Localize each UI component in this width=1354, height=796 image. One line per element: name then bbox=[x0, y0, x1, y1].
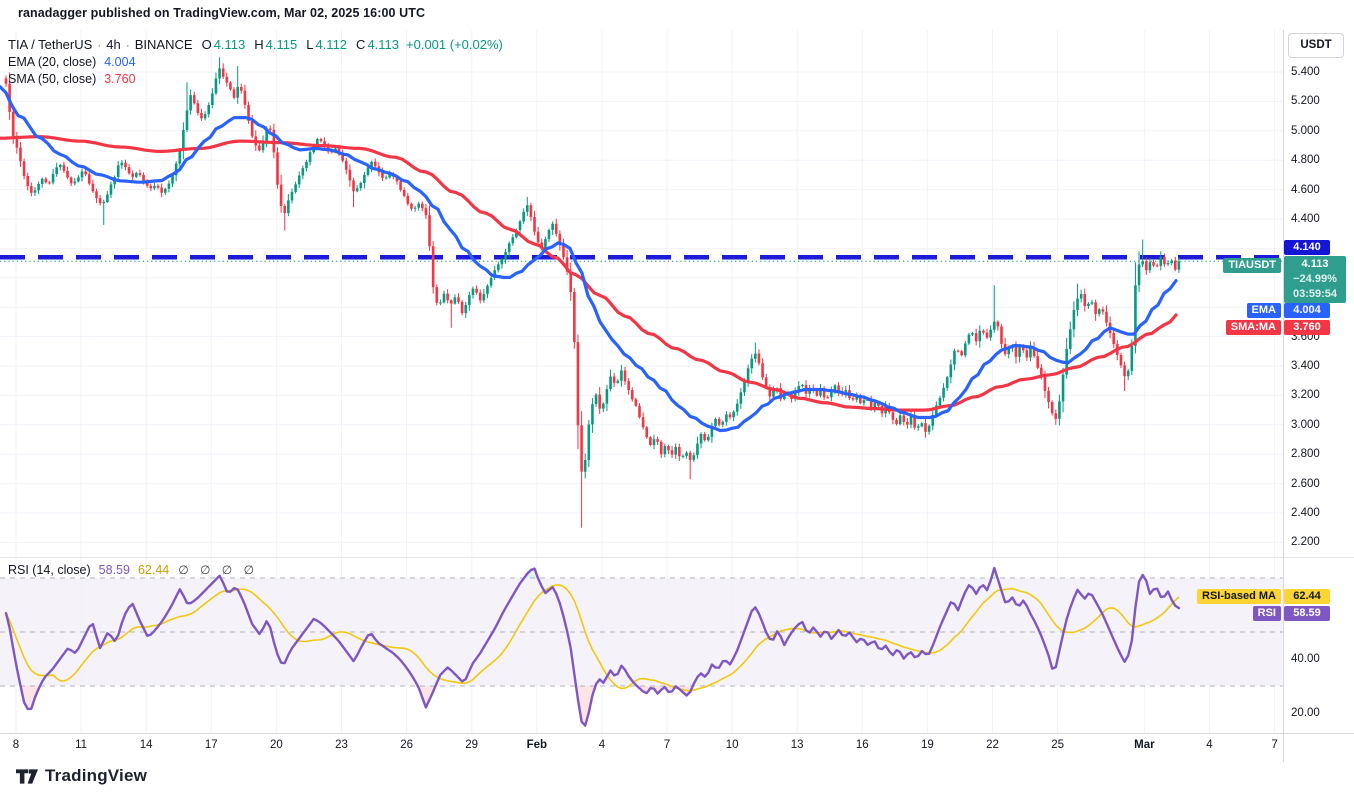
rsi-ma-value-badge: 62.44 bbox=[1284, 589, 1330, 604]
tradingview-mark-icon bbox=[16, 768, 38, 784]
price-tick-label: 4.800 bbox=[1291, 154, 1320, 167]
time-tick-label: 23 bbox=[335, 739, 348, 751]
price-tick-label: 2.400 bbox=[1291, 507, 1320, 519]
change-value: +0.001 (+0.02%) bbox=[406, 37, 503, 52]
time-tick-label: Feb bbox=[526, 739, 548, 751]
time-tick-label: 8 bbox=[12, 739, 20, 751]
price-tick-label: 5.200 bbox=[1291, 95, 1320, 108]
price-tick-label: 5.400 bbox=[1291, 66, 1320, 78]
ema-name-badge: EMA bbox=[1246, 303, 1281, 318]
rsi-tick-label: 40.00 bbox=[1291, 653, 1320, 665]
attribution-bar: ranadagger published on TradingView.com,… bbox=[18, 6, 425, 20]
resistance-price-badge: 4.140 bbox=[1284, 240, 1330, 255]
time-axis[interactable]: 8 11 14 17 20 23 26 29 Feb 4 7 10 13 16 19 22 25 Mar 4 7 bbox=[0, 733, 1354, 762]
time-tick-label: 7 bbox=[663, 739, 671, 751]
time-tick-label: 20 bbox=[269, 739, 283, 751]
rsi-line bbox=[4, 566, 1181, 727]
price-tick-label: 3.200 bbox=[1291, 389, 1320, 402]
time-tick-label: 17 bbox=[204, 739, 218, 751]
change-percent-value: −24.99% bbox=[1293, 273, 1337, 285]
price-tick-label: 4.600 bbox=[1291, 183, 1320, 196]
ohlc-low-value: 4.112 bbox=[315, 37, 348, 52]
rsi-legend-value: 58.59 bbox=[98, 563, 130, 577]
price-tick-label: 4.400 bbox=[1291, 213, 1320, 225]
sma-legend-value: 3.760 bbox=[104, 72, 136, 86]
ohlc-close-value: 4.113 bbox=[367, 37, 400, 52]
sma-name-badge: SMA:MA bbox=[1225, 320, 1281, 335]
ema-value-badge: 4.004 bbox=[1284, 303, 1330, 318]
rsi-hidden-plots: ∅ ∅ ∅ ∅ bbox=[178, 563, 259, 577]
rsi-value-badge: 58.59 bbox=[1284, 606, 1330, 621]
rsi-legend-row[interactable]: RSI (14, close) 58.59 62.44 ∅ ∅ ∅ ∅ bbox=[8, 562, 258, 578]
time-tick-label: 29 bbox=[465, 739, 479, 751]
rsi-ma-legend-value: 62.44 bbox=[137, 563, 170, 577]
ohlc-high-key: H bbox=[254, 37, 264, 52]
rsi-name-badge: RSI bbox=[1252, 606, 1281, 621]
tradingview-wordmark: TradingView bbox=[45, 766, 148, 785]
sma-value-badge: 3.760 bbox=[1284, 320, 1330, 335]
time-tick-label: 7 bbox=[1271, 739, 1278, 751]
main-legend: TIA / TetherUS · 4h · BINANCE O 4.113 H 4.115 L 4.… bbox=[8, 36, 503, 87]
price-tick-label: 2.600 bbox=[1291, 477, 1320, 490]
time-tick-label: 4 bbox=[598, 739, 606, 751]
price-tick-label: 5.000 bbox=[1291, 124, 1320, 137]
ohlc-open-key: O bbox=[201, 37, 212, 52]
currency-toggle-button[interactable]: USDT bbox=[1288, 33, 1344, 58]
rsi-legend-name: RSI (14, close) bbox=[8, 563, 91, 577]
interval-label: 4h bbox=[106, 37, 121, 52]
separator-dot: · bbox=[97, 38, 102, 52]
price-axis[interactable]: 5.400 5.200 5.000 4.800 4.600 4.400 3.600 3.400… bbox=[1283, 30, 1354, 733]
time-tick-label: 11 bbox=[75, 739, 88, 751]
time-tick-label: 19 bbox=[920, 739, 934, 751]
rsi-tick-label: 20.00 bbox=[1291, 707, 1320, 719]
ema-legend-value: 4.004 bbox=[104, 55, 136, 69]
time-tick-label: 25 bbox=[1051, 739, 1064, 751]
price-tick-label: 3.000 bbox=[1291, 418, 1320, 431]
last-price-badge: 4.113 −24.99% 03:59:54 bbox=[1284, 256, 1346, 303]
separator-dot: · bbox=[125, 38, 130, 52]
tradingview-logo[interactable]: TradingView bbox=[16, 766, 147, 786]
bar-countdown: 03:59:54 bbox=[1292, 288, 1338, 300]
last-price-value: 4.113 bbox=[1301, 258, 1329, 270]
time-tick-label: 14 bbox=[139, 739, 153, 751]
time-tick-label: 10 bbox=[725, 739, 739, 751]
symbol-title: TIA / TetherUS bbox=[8, 37, 93, 52]
price-tick-label: 3.400 bbox=[1291, 360, 1320, 372]
price-tick-label: 2.800 bbox=[1291, 448, 1320, 461]
rsi-oversold-fill bbox=[417, 686, 436, 708]
sma-legend-row[interactable]: SMA (50, close) 3.760 bbox=[8, 71, 503, 87]
time-tick-label: 13 bbox=[790, 739, 804, 751]
symbol-name-badge: TIAUSDT bbox=[1223, 258, 1281, 273]
ema-20-line bbox=[0, 85, 1178, 433]
rsi-ma-name-badge: RSI-based MA bbox=[1197, 589, 1281, 604]
ema-legend-name: EMA (20, close) bbox=[8, 55, 97, 69]
sma-legend-name: SMA (50, close) bbox=[8, 72, 97, 86]
ohlc-close-key: C bbox=[356, 37, 366, 52]
time-tick-label: 16 bbox=[855, 739, 869, 751]
time-tick-label: Mar bbox=[1134, 739, 1155, 751]
time-tick-label: 22 bbox=[986, 739, 999, 751]
ohlc-high-value: 4.115 bbox=[265, 37, 298, 52]
time-tick-label: 4 bbox=[1206, 739, 1213, 751]
ohlc-open-value: 4.113 bbox=[213, 37, 246, 52]
rsi-ma-line bbox=[5, 584, 1180, 692]
price-tick-label: 2.200 bbox=[1291, 536, 1320, 549]
attribution-text: ranadagger published on TradingView.com,… bbox=[18, 6, 426, 20]
symbol-legend-row[interactable]: TIA / TetherUS · 4h · BINANCE O 4.113 H 4.115 L 4.… bbox=[8, 36, 503, 53]
time-tick-label: 26 bbox=[400, 739, 413, 751]
ema-legend-row[interactable]: EMA (20, close) 4.004 bbox=[8, 54, 503, 70]
ohlc-low-key: L bbox=[306, 37, 314, 52]
exchange-label: BINANCE bbox=[134, 37, 193, 52]
